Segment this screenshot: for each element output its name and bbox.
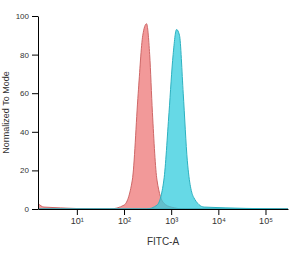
y-tick: 0 <box>25 205 38 214</box>
y-tick: 20 <box>20 166 38 175</box>
x-axis: 10¹ 10² 10³ 10⁴ 10⁵ <box>39 209 289 226</box>
y-tick: 100 <box>16 12 38 21</box>
y-tick-mark <box>32 55 38 56</box>
y-tick-label: 100 <box>16 12 30 21</box>
y-tick-mark <box>32 93 38 94</box>
x-tick: 10⁴ <box>212 209 226 226</box>
x-tick-mark <box>265 209 266 215</box>
x-tick-label: 10⁵ <box>259 216 273 226</box>
x-tick: 10² <box>118 209 131 226</box>
chart: 10¹ 10² 10³ 10⁴ 10⁵ 0 20 40 60 80 100 FITC-A Normali… <box>0 0 300 255</box>
y-tick-label: 20 <box>20 166 29 175</box>
histogram-area <box>38 24 288 209</box>
x-tick-mark <box>171 209 172 215</box>
x-tick: 10¹ <box>71 209 84 226</box>
y-axis: 0 20 40 60 80 100 <box>16 12 39 214</box>
y-tick-label: 60 <box>20 89 29 98</box>
y-tick-mark <box>32 132 38 133</box>
y-tick-mark <box>32 209 38 210</box>
histogram-area <box>38 30 288 209</box>
y-axis-line <box>38 17 39 210</box>
x-tick-label: 10¹ <box>71 216 84 226</box>
x-tick-label: 10² <box>118 216 131 226</box>
x-tick-mark <box>124 209 125 215</box>
plot: 10¹ 10² 10³ 10⁴ 10⁵ 0 20 40 60 80 100 <box>16 12 289 226</box>
y-axis-title: Normalized To Mode <box>1 71 11 153</box>
y-tick: 60 <box>20 89 38 98</box>
x-tick-label: 10⁴ <box>212 216 226 226</box>
y-tick-label: 0 <box>25 205 30 214</box>
x-axis-title: FITC-A <box>147 236 180 247</box>
x-axis-line <box>39 209 289 210</box>
y-tick-label: 80 <box>20 51 29 60</box>
y-tick-mark <box>32 16 38 17</box>
y-tick: 40 <box>20 128 38 137</box>
y-tick-mark <box>32 170 38 171</box>
series-group <box>38 24 288 209</box>
x-tick-mark <box>77 209 78 215</box>
y-tick-label: 40 <box>20 128 29 137</box>
x-tick-label: 10³ <box>165 216 178 226</box>
x-tick: 10³ <box>165 209 178 226</box>
y-tick: 80 <box>20 51 38 60</box>
x-tick-mark <box>218 209 219 215</box>
x-tick: 10⁵ <box>259 209 273 226</box>
